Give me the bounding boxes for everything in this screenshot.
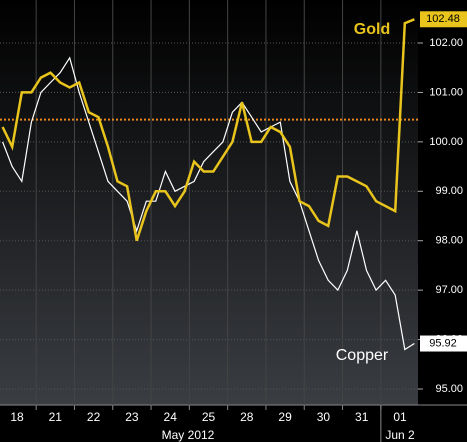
legend-label: Gold [354, 21, 390, 38]
last-value-label: 102.48 [426, 13, 460, 25]
month-label: Jun 2 [385, 428, 415, 442]
x-tick-label: 25 [202, 410, 216, 424]
x-tick-label: 22 [87, 410, 101, 424]
x-tick-label: 21 [49, 410, 63, 424]
last-value-label: 95.92 [429, 337, 457, 349]
x-tick-label: 01 [393, 410, 407, 424]
last-value-box [420, 335, 467, 352]
last-value-box [420, 11, 467, 28]
x-tick-label: 29 [278, 410, 292, 424]
y-tick-label: 95.00 [435, 383, 463, 395]
month-label: May 2012 [162, 428, 215, 442]
x-tick-label: 18 [10, 410, 24, 424]
y-tick-label: 102.00 [429, 37, 463, 49]
y-tick-label: 101.00 [429, 86, 463, 98]
x-tick-label: 24 [164, 410, 178, 424]
series-line [2, 56, 415, 351]
y-tick-label: 98.00 [435, 235, 463, 247]
y-tick-label: 99.00 [435, 185, 463, 197]
y-tick-label: 97.00 [435, 284, 463, 296]
x-tick-label: 30 [317, 410, 331, 424]
x-tick-label: 31 [355, 410, 369, 424]
x-tick-label: 28 [240, 410, 254, 424]
legend-label: Copper [336, 347, 389, 364]
y-tick-label: 100.00 [429, 136, 463, 148]
series-line [1, 18, 415, 242]
x-tick-label: 23 [125, 410, 139, 424]
plot-background [0, 0, 418, 405]
